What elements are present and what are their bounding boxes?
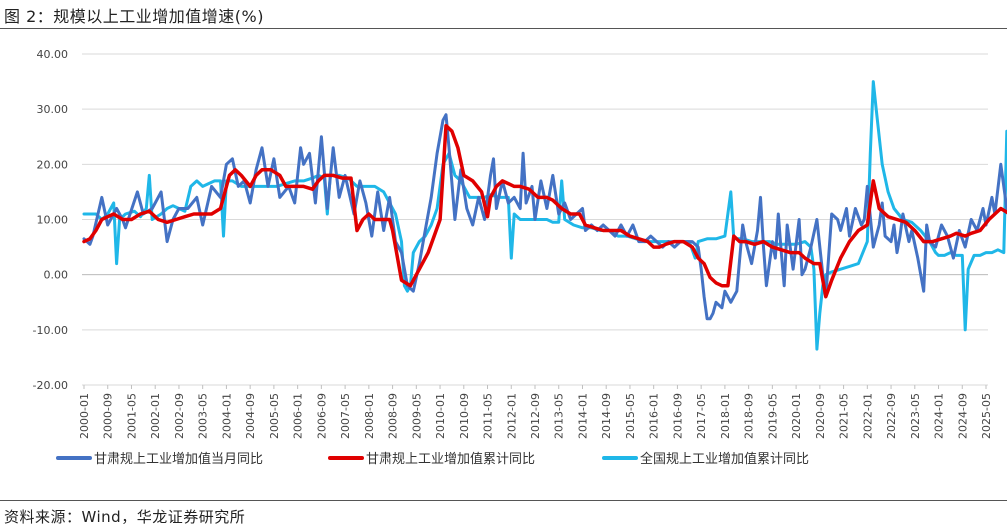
x-tick-label: 2016-01	[648, 393, 661, 439]
y-tick-label: 30.00	[37, 103, 69, 116]
legend-label-0: 甘肃规上工业增加值当月同比	[94, 451, 263, 467]
x-tick-label: 2002-01	[149, 393, 162, 439]
y-tick-label: -10.00	[33, 324, 68, 337]
x-tick-label: 2019-05	[766, 393, 779, 439]
x-tick-label: 2012-01	[505, 393, 518, 439]
source-rule	[0, 500, 1007, 501]
series-line-0	[82, 113, 1007, 321]
x-tick-label: 2014-01	[576, 393, 589, 439]
x-tick-label: 2011-05	[482, 393, 495, 439]
x-tick-label: 2018-01	[719, 393, 732, 439]
x-tick-label: 2002-09	[173, 393, 186, 439]
x-axis: 2000-01 2000-09 2001-05 2002-01 2002-09 2003-…	[78, 274, 993, 439]
x-tick-label: 2001-05	[125, 393, 138, 439]
x-tick-label: 2016-09	[671, 393, 684, 439]
series-lines	[82, 80, 1007, 351]
x-tick-label: 2005-05	[268, 393, 281, 439]
x-tick-label: 2024-09	[956, 393, 969, 439]
x-tick-label: 2017-05	[695, 393, 708, 439]
x-tick-label: 2022-01	[861, 393, 874, 439]
legend-label-1: 甘肃规上工业增加值累计同比	[366, 451, 535, 467]
x-tick-label: 2010-09	[458, 393, 471, 439]
x-tick-label: 2014-09	[600, 393, 613, 439]
x-tick-label: 2006-09	[315, 393, 328, 439]
x-tick-label: 2013-05	[553, 393, 566, 439]
series-line-1	[82, 123, 1007, 299]
x-tick-label: 2025-05	[980, 393, 993, 439]
legend: 甘肃规上工业增加值当月同比 甘肃规上工业增加值累计同比 全国规上工业增加值累计同比	[56, 451, 809, 467]
y-tick-label: -20.00	[33, 379, 68, 392]
x-tick-label: 2021-05	[838, 393, 851, 439]
y-tick-label: 10.00	[37, 214, 69, 227]
x-tick-label: 2020-01	[790, 393, 803, 439]
x-tick-label: 2018-09	[743, 393, 756, 439]
x-tick-label: 2010-01	[434, 393, 447, 439]
x-tick-label: 2008-01	[363, 393, 376, 439]
y-tick-label: 40.00	[37, 48, 69, 61]
x-tick-label: 2015-05	[624, 393, 637, 439]
x-tick-label: 2009-05	[410, 393, 423, 439]
line-chart: 40.00 30.00 20.00 10.00 0.00 -10.00 -20.00 200…	[33, 48, 1007, 467]
series-line-2	[82, 80, 1007, 351]
x-tick-label: 2000-09	[102, 393, 115, 439]
y-tick-label: 0.00	[44, 269, 69, 282]
x-tick-label: 2003-05	[197, 393, 210, 439]
x-tick-label: 2008-09	[387, 393, 400, 439]
x-tick-label: 2024-01	[933, 393, 946, 439]
legend-label-2: 全国规上工业增加值累计同比	[640, 451, 809, 467]
title-rule	[0, 28, 1007, 29]
x-tick-label: 2007-05	[339, 393, 352, 439]
x-tick-label: 2006-01	[292, 393, 305, 439]
x-tick-label: 2004-09	[244, 393, 257, 439]
source-note: 资料来源：Wind，华龙证券研究所	[4, 508, 246, 526]
y-tick-label: 20.00	[37, 158, 69, 171]
x-tick-label: 2022-09	[885, 393, 898, 439]
x-tick-label: 2004-01	[220, 393, 233, 439]
x-tick-label: 2023-05	[909, 393, 922, 439]
x-tick-label: 2012-09	[529, 393, 542, 439]
y-axis: 40.00 30.00 20.00 10.00 0.00 -10.00 -20.00	[33, 48, 68, 392]
chart-title: 图 2：规模以上工业增加值增速(%)	[4, 7, 264, 26]
x-tick-label: 2020-09	[814, 393, 827, 439]
x-tick-label: 2000-01	[78, 393, 91, 439]
